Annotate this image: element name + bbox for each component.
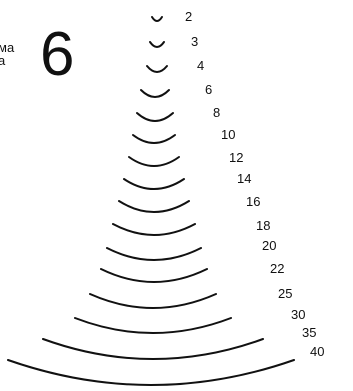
arc-label-12: 12 [229,150,243,165]
arc-label-3: 3 [191,34,198,49]
arc-18 [112,223,196,236]
arc-14 [123,178,185,190]
arc-40 [7,359,295,386]
sweep-number: 6 [40,20,75,89]
arc-22 [100,268,208,283]
arc-label-2: 2 [185,9,192,24]
arc-label-18: 18 [256,218,270,233]
arc-8 [136,112,174,122]
arc-20 [106,247,202,261]
arc-label-22: 22 [270,261,284,276]
arc-35 [42,338,264,360]
arc-6 [140,89,170,98]
arc-label-4: 4 [197,58,204,73]
arc-25 [89,293,217,309]
header-label-line2: а [0,53,6,68]
arc-label-8: 8 [213,105,220,120]
arc-label-35: 35 [302,325,316,340]
arc-10 [132,134,176,144]
arc-label-20: 20 [262,238,276,253]
arc-label-10: 10 [221,127,235,142]
arc-3 [149,41,165,48]
arc-16 [118,200,190,213]
arc-2 [151,16,163,22]
arc-label-6: 6 [205,82,212,97]
arc-label-30: 30 [291,307,305,322]
arc-12 [128,156,180,167]
header-label-line1: ма [0,40,15,55]
arc-label-16: 16 [246,194,260,209]
arc-label-40: 40 [310,344,324,359]
arc-4 [146,65,168,73]
arc-label-25: 25 [278,286,292,301]
arc-label-14: 14 [237,171,251,186]
arc-30 [74,317,232,334]
